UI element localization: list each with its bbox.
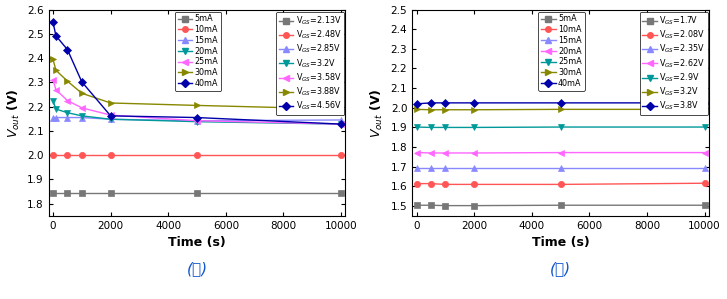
Legend: V$_{GS}$=1.7V, V$_{GS}$=2.08V, V$_{GS}$=2.35V, V$_{GS}$=2.62V, V$_{GS}$=2.9V, V$: V$_{GS}$=1.7V, V$_{GS}$=2.08V, V$_{GS}$=… [640, 12, 708, 115]
X-axis label: Time (s): Time (s) [531, 236, 590, 249]
Text: (ａ): (ａ) [186, 261, 208, 276]
X-axis label: Time (s): Time (s) [168, 236, 226, 249]
Y-axis label: $V_{out}$ (V): $V_{out}$ (V) [6, 88, 22, 138]
Y-axis label: $V_{out}$ (V): $V_{out}$ (V) [369, 88, 385, 138]
Legend: V$_{GS}$=2.13V, V$_{GS}$=2.48V, V$_{GS}$=2.85V, V$_{GS}$=3.2V, V$_{GS}$=3.58V, V: V$_{GS}$=2.13V, V$_{GS}$=2.48V, V$_{GS}$… [276, 12, 345, 115]
Text: (ｂ): (ｂ) [550, 261, 571, 276]
